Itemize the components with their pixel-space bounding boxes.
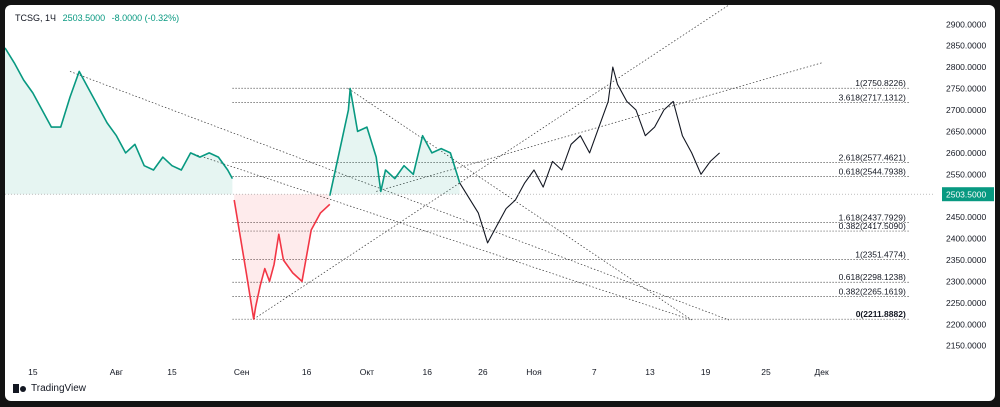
fib-level-label: 0.618(2298.1238) [839, 272, 906, 282]
time-tick-label: Сен [234, 367, 250, 377]
fib-levels: 1(2750.8226) 3.618(2717.1312) 2.618(2577.4… [232, 78, 910, 320]
fib-level-label: 3.618(2717.1312) [839, 93, 906, 103]
time-tick-label: 19 [701, 367, 711, 377]
series-line[interactable] [329, 87, 461, 196]
time-tick-label: 13 [645, 367, 655, 377]
price-tick-label: 2900.0000 [946, 19, 986, 29]
fib-level-label: 0(2211.8882) [856, 309, 906, 319]
price-tick-label: 2300.0000 [946, 276, 986, 286]
price-tick-label: 2550.0000 [946, 169, 986, 179]
time-tick-label: 15 [28, 367, 38, 377]
tradingview-icon [13, 384, 27, 393]
trend-line [190, 152, 692, 321]
fib-level-label: 1(2351.4774) [855, 249, 906, 259]
time-tick-label: Окт [360, 367, 374, 377]
chart-panel: 1(2750.8226) 3.618(2717.1312) 2.618(2577.4… [5, 5, 995, 401]
time-tick-label: 16 [423, 367, 433, 377]
trend-line [253, 5, 730, 320]
series-line[interactable] [5, 47, 234, 179]
series-area [329, 88, 460, 196]
time-tick-label: 25 [761, 367, 771, 377]
price-tick-label: 2600.0000 [946, 148, 986, 158]
price-tick-label: 2700.0000 [946, 105, 986, 115]
symbol-header: TCSG, 1Ч 2503.5000 -8.0000 (-0.32%) [15, 13, 180, 23]
time-tick-label: 7 [592, 367, 597, 377]
time-tick-label: Авг [110, 367, 123, 377]
symbol-name[interactable]: TCSG [15, 13, 41, 23]
fib-level-label: 0.382(2417.5090) [839, 221, 906, 231]
series-area [5, 47, 233, 195]
price-tick-label: 2250.0000 [946, 298, 986, 308]
price-tick-label: 2150.0000 [946, 341, 986, 351]
series-line[interactable] [233, 199, 331, 320]
price-tick-label: 2650.0000 [946, 126, 986, 136]
time-tick-label: 26 [478, 367, 488, 377]
fib-level-label: 1(2750.8226) [855, 78, 906, 88]
price-tick-label: 2750.0000 [946, 84, 986, 94]
time-tick-label: 16 [302, 367, 312, 377]
series-area [234, 194, 330, 320]
series-line[interactable] [459, 66, 720, 244]
time-tick-label: 15 [167, 367, 177, 377]
price-tick-label: 2800.0000 [946, 62, 986, 72]
price-series [5, 47, 933, 320]
current-price-label: 2503.5000 [946, 190, 986, 200]
fib-level-label: 0.618(2544.7938) [839, 167, 906, 177]
time-tick-label: Ноя [526, 367, 542, 377]
fib-level-label: 0.382(2265.1619) [839, 286, 906, 296]
price-tick-label: 2450.0000 [946, 212, 986, 222]
tradingview-logo-text: TradingView [31, 383, 87, 394]
price-tick-label: 2400.0000 [946, 234, 986, 244]
tradingview-logo[interactable]: TradingView [13, 383, 86, 394]
price-axis[interactable]: 2150.0000 2200.0000 2250.0000 2300.0000 2350… [942, 19, 994, 351]
fib-level-label: 1.618(2437.7929) [839, 212, 906, 222]
trend-line [69, 71, 729, 321]
price-tick-label: 2350.0000 [946, 255, 986, 265]
price-change: -8.0000 (-0.32%) [111, 13, 180, 23]
last-price: 2503.5000 [62, 13, 106, 23]
current-price-badge [942, 187, 994, 202]
price-tick-label: 2200.0000 [946, 319, 986, 329]
price-chart[interactable]: 1(2750.8226) 3.618(2717.1312) 2.618(2577.4… [5, 5, 995, 401]
time-axis[interactable]: 15 Авг 15 Сен 16 Окт 16 26 Ноя 7 13 19 25 Дек [28, 367, 829, 377]
time-tick-label: Дек [815, 367, 829, 377]
interval-label[interactable]: 1Ч [45, 13, 57, 23]
price-tick-label: 2850.0000 [946, 41, 986, 51]
fib-level-label: 2.618(2577.4621) [839, 153, 906, 163]
trend-line [348, 88, 692, 321]
